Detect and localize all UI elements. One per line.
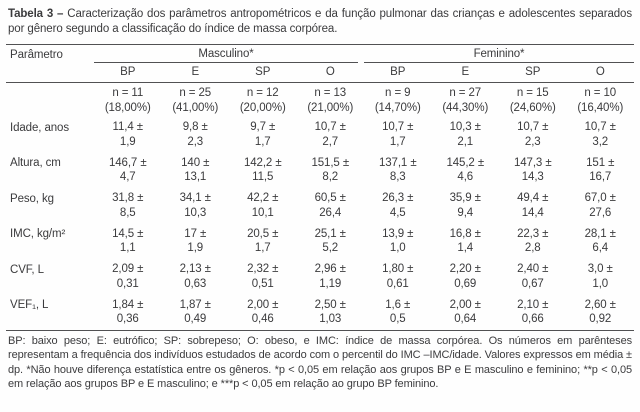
sample-size-cell: n = 25 (41,00%) [172,87,219,114]
data-cell: 10,7 ± 1,7 [382,121,414,148]
data-cell: 14,5 ± 1,1 [112,227,144,255]
row-label-cvf: CVF, L [10,263,44,276]
data-cell: 31,8 ± 8,5 [112,192,144,219]
data-cell: 2,20 ± 0,69 [449,263,481,290]
column-header-sp-masc: SP [229,63,297,83]
data-cell: 1,87 ± 0,49 [179,298,211,326]
column-header-e-masc: E [161,63,229,83]
data-cell: 1,6 ± 0,5 [385,298,411,326]
data-cell: 11,4 ± 1,9 [112,121,144,148]
table-caption: Tabela 3 – Caracterização dos parâmetros… [8,7,632,37]
data-cell: 2,32 ± 0,51 [247,263,279,290]
anthropometric-pulmonary-table: Parâmetro Masculino* Feminino* BP E SP O… [6,44,634,331]
data-cell: 1,84 ± 0,36 [112,298,144,326]
data-cell: 1,80 ± 0,61 [382,263,414,290]
row-label-idade: Idade, anos [10,121,70,134]
row-cvf: CVF, L 2,09 ± 0,31 2,13 ± 0,63 2,32 ± 0,… [6,259,634,295]
data-cell: 49,4 ± 14,4 [517,192,549,219]
data-cell: 2,00 ± 0,46 [247,298,279,326]
sample-size-row: n = 11 (18,00%) n = 25 (41,00%) n = 12 (… [6,83,634,118]
data-cell: 60,5 ± 26,4 [314,192,346,219]
column-header-bp-fem: BP [364,63,432,83]
data-cell: 26,3 ± 4,5 [382,192,414,219]
data-cell: 13,9 ± 1,0 [382,227,414,255]
column-header-o-fem: O [566,63,634,83]
paper-page: Tabela 3 – Caracterização dos parâmetros… [6,7,634,391]
column-header-o-masc: O [296,63,364,83]
sample-size-cell: n = 12 (20,00%) [239,87,286,114]
data-cell: 2,10 ± 0,66 [517,298,549,326]
group-header-masculino: Masculino* [94,45,364,63]
data-cell: 67,0 ± 27,6 [584,192,616,219]
data-cell: 10,3 ± 2,1 [449,121,481,148]
data-cell: 2,40 ± 0,67 [517,263,549,290]
data-cell: 2,50 ± 1,03 [314,298,346,326]
data-cell: 10,7 ± 2,7 [314,121,346,148]
param-column-header: Parâmetro [6,44,94,83]
column-header-sp-fem: SP [499,63,567,83]
sample-size-cell: n = 13 (21,00%) [307,87,354,114]
data-cell: 17 ± 1,9 [184,227,207,255]
row-altura: Altura, cm 146,7 ± 4,7 140 ± 13,1 142,2 … [6,153,634,189]
data-cell: 140 ± 13,1 [181,156,210,184]
data-cell: 147,3 ± 14,3 [513,156,552,184]
table-caption-number: Tabela 3 – [8,8,64,20]
data-cell: 2,09 ± 0,31 [112,263,144,290]
data-cell: 10,7 ± 3,2 [584,121,616,148]
data-cell: 34,1 ± 10,3 [179,192,211,219]
data-cell: 35,9 ± 9,4 [449,192,481,219]
data-cell: 9,7 ± 1,7 [250,121,276,148]
group-header-row: Parâmetro Masculino* Feminino* [6,44,634,83]
data-cell: 25,1 ± 5,2 [314,227,346,255]
bmi-class-header-row: BP E SP O BP E SP O [6,63,634,83]
data-cell: 151 ± 16,7 [586,156,615,184]
data-cell: 2,00 ± 0,64 [449,298,481,326]
group-header-feminino-label: Feminino* [364,48,634,63]
row-label-peso: Peso, kg [10,192,54,205]
data-cell: 145,2 ± 4,6 [446,156,485,184]
row-label-altura: Altura, cm [10,157,61,169]
row-vef1: VEF₁, L 1,84 ± 0,36 1,87 ± 0,49 2,00 ± 0… [6,295,634,331]
data-cell: 20,5 ± 1,7 [247,227,279,255]
data-cell: 2,96 ± 1,19 [314,263,346,290]
sample-size-cell: n = 15 (24,60%) [509,87,556,114]
row-label-vef1: VEF₁, L [10,299,49,311]
empty-label-cell [6,83,94,118]
data-cell: 142,2 ± 11,5 [243,156,282,184]
data-cell: 10,7 ± 2,3 [517,121,549,148]
data-cell: 9,8 ± 2,3 [182,121,208,148]
group-header-masculino-label: Masculino* [94,48,358,63]
data-cell: 28,1 ± 6,4 [584,227,616,255]
data-cell: 16,8 ± 1,4 [449,227,481,255]
column-header-bp-masc: BP [94,63,162,83]
sample-size-cell: n = 9 (14,70%) [374,87,421,114]
sample-size-cell: n = 11 (18,00%) [104,87,151,114]
column-header-e-fem: E [431,63,499,83]
data-cell: 22,3 ± 2,8 [517,227,549,255]
sample-size-cell: n = 10 (16,40%) [577,87,624,114]
sample-size-cell: n = 27 (44,30%) [442,87,489,114]
data-cell: 151,5 ± 8,2 [311,156,350,184]
row-label-imc: IMC, kg/m² [10,228,66,240]
data-cell: 2,13 ± 0,63 [179,263,211,290]
row-idade: Idade, anos 11,4 ± 1,9 9,8 ± 2,3 9,7 ± 1… [6,117,634,153]
data-cell: 3,0 ± 1,0 [587,263,613,290]
data-cell: 146,7 ± 4,7 [108,156,147,184]
row-peso: Peso, kg 31,8 ± 8,5 34,1 ± 10,3 42,2 ± 1… [6,188,634,224]
group-header-feminino: Feminino* [364,45,634,63]
table-footnote: BP: baixo peso; E: eutrófico; SP: sobrep… [8,334,632,391]
data-cell: 2,60 ± 0,92 [584,298,616,326]
row-imc: IMC, kg/m² 14,5 ± 1,1 17 ± 1,9 20,5 ± 1,… [6,224,634,260]
data-cell: 137,1 ± 8,3 [378,156,417,184]
data-cell: 42,2 ± 10,1 [247,192,279,219]
table-caption-text: Caracterização dos parâmetros antropomét… [8,8,632,35]
